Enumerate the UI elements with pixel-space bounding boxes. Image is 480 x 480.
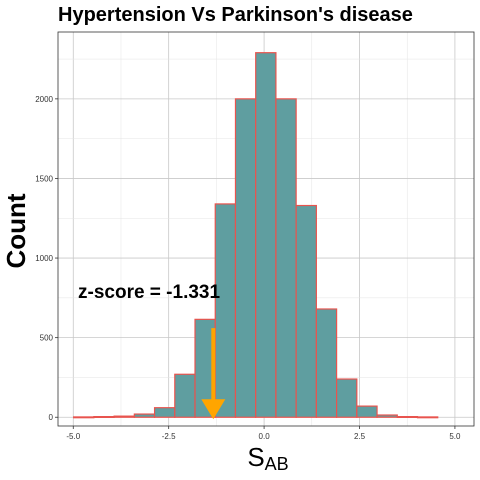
x-axis-ticks: -5.0 -2.5 0.0 2.5 5.0 (66, 426, 461, 441)
histogram-bar (93, 416, 115, 419)
histogram-bar (174, 373, 196, 418)
histogram-bar (255, 52, 277, 418)
chart-title: Hypertension Vs Parkinson's disease (58, 4, 413, 26)
histogram-bar (234, 98, 257, 418)
x-axis-label: SAB (247, 442, 288, 474)
y-tick-label: 500 (40, 334, 54, 343)
histogram-bar (214, 203, 237, 418)
x-tick-label: 0.0 (259, 432, 271, 441)
z-score-arrow (201, 328, 226, 420)
arrow-head (201, 399, 226, 420)
histogram-bar (113, 415, 135, 418)
y-tick-label: 0 (49, 413, 54, 422)
x-tick-label: 2.5 (354, 432, 366, 441)
histogram-bar (315, 308, 338, 418)
y-tick-label: 2000 (35, 95, 53, 104)
x-tick-label: -2.5 (162, 432, 176, 441)
x-tick-label: -5.0 (66, 432, 80, 441)
y-tick-label: 1000 (35, 254, 53, 263)
histogram-bar (356, 405, 378, 418)
histogram-bar (153, 407, 176, 418)
histogram-bar (336, 378, 358, 418)
y-axis-label: Count (1, 193, 31, 268)
y-axis-ticks: 0 500 1000 1500 2000 (35, 95, 58, 422)
histogram-bar (133, 413, 156, 418)
histogram-bar (396, 416, 419, 419)
histogram-bar (295, 204, 317, 418)
histogram-bar (376, 414, 398, 418)
histogram-bar (275, 98, 297, 418)
plot-panel-border (57, 31, 475, 427)
x-axis-label-subscript: AB (265, 454, 289, 474)
x-axis-label-main: S (247, 442, 264, 472)
histogram-bar (73, 416, 95, 419)
y-tick-label: 1500 (35, 174, 53, 183)
x-tick-label: 5.0 (449, 432, 461, 441)
z-score-annotation: z-score = -1.331 (78, 282, 220, 303)
histogram-bar (416, 416, 439, 419)
histogram-bars (73, 52, 439, 419)
